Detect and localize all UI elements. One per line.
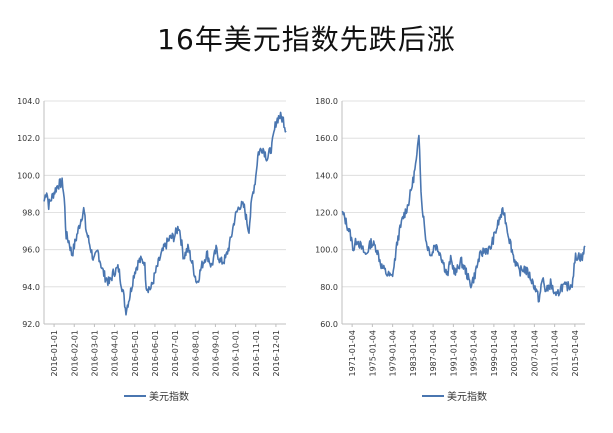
y-tick-label: 180.0 [315, 97, 338, 106]
x-tick-label: 2016-10-01 [232, 330, 241, 377]
x-tick-label: 2016-05-01 [131, 330, 140, 377]
y-tick-label: 102.0 [17, 134, 40, 143]
x-tick-label: 1991-01-04 [449, 330, 458, 377]
x-tick-label: 2011-01-04 [551, 330, 560, 377]
x-tick-label: 2016-11-01 [252, 330, 261, 377]
x-tick-label: 2007-01-04 [530, 330, 539, 377]
series-line [341, 134, 586, 303]
x-tick-label: 2016-08-01 [191, 330, 200, 377]
y-tick-label: 140.0 [315, 171, 338, 180]
x-tick-label: 2016-07-01 [171, 330, 180, 377]
x-tick-label: 2016-12-01 [272, 330, 281, 377]
x-tick-label: 1971-01-04 [348, 330, 357, 377]
x-tick-label: 2003-01-04 [510, 330, 519, 377]
x-tick-label: 2016-01-01 [50, 330, 59, 377]
legend-label: 美元指数 [149, 390, 189, 403]
x-tick-label: 2016-04-01 [111, 330, 120, 377]
series-line [43, 111, 287, 316]
y-tick-label: 92.0 [22, 320, 40, 329]
y-tick-label: 80.0 [320, 283, 338, 292]
x-tick-label: 1975-01-04 [368, 330, 377, 377]
x-tick-label: 2015-01-04 [571, 330, 580, 377]
y-tick-label: 120.0 [315, 209, 338, 218]
x-tick-label: 2016-06-01 [151, 330, 160, 377]
x-tick-label: 2016-03-01 [90, 330, 99, 377]
legend-label: 美元指数 [447, 390, 487, 403]
x-tick-label: 1979-01-04 [389, 330, 398, 377]
y-tick-label: 100.0 [315, 246, 338, 255]
y-tick-label: 160.0 [315, 134, 338, 143]
x-tick-label: 1999-01-04 [490, 330, 499, 377]
y-tick-label: 100.0 [17, 171, 40, 180]
chart-right: 60.0 80.0 100.0 120.0 140.0 160.0 180.0 1971-01… [315, 97, 586, 403]
y-tick-label: 60.0 [320, 320, 338, 329]
y-tick-label: 96.0 [22, 246, 40, 255]
x-tick-label: 1983-01-04 [409, 330, 418, 377]
y-tick-label: 98.0 [22, 209, 40, 218]
page-title: 16年美元指数先跌后涨 [157, 23, 456, 56]
y-tick-label: 104.0 [17, 97, 40, 106]
x-tick-label: 1995-01-04 [470, 330, 479, 377]
x-tick-label: 1987-01-04 [429, 330, 438, 377]
chart-left: 92.0 94.0 96.0 98.0 100.0 102.0 104.0 2016-01-0… [17, 97, 287, 403]
x-tick-label: 2016-02-01 [70, 330, 79, 377]
y-tick-label: 94.0 [22, 283, 40, 292]
x-tick-label: 2016-09-01 [211, 330, 220, 377]
